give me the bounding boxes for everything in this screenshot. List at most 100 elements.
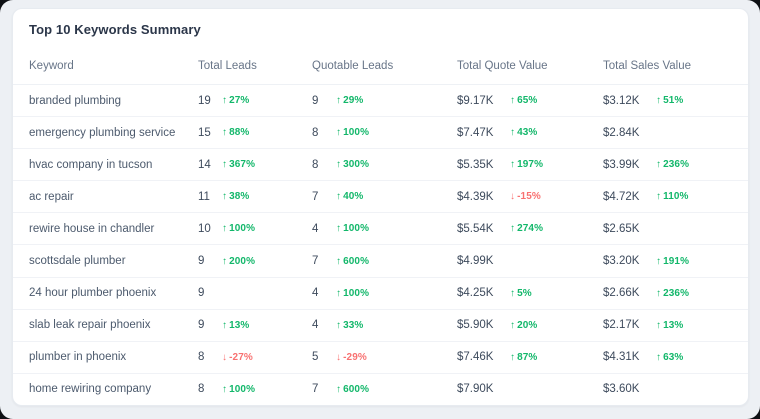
trend-percentage: 191% [663, 255, 690, 267]
total-leads-cell: 9 [198, 287, 312, 299]
table-row: branded plumbing 19 ↑ 27% 9 ↑ 29% $9.17K ↑ 65% $3.… [13, 85, 748, 118]
metric-value: $7.46K [457, 351, 494, 364]
keyword-cell: branded plumbing [29, 94, 122, 107]
trend-up-icon: ↑ [510, 223, 516, 235]
quotable-leads-cell: 7 ↑ 600% [312, 255, 457, 267]
table-row: rewire house in chandler 10 ↑ 100% 4 ↑ 100% $5.… [13, 213, 748, 246]
table-row: hvac company in tucson 14 ↑ 367% 8 ↑ 300% $5.35… [13, 149, 748, 182]
trend-delta: ↑ 100% [336, 288, 369, 299]
keyword-cell: hvac company in tucson [29, 158, 153, 171]
metric-value: $3.12K [603, 94, 640, 107]
trend-up-icon: ↑ [222, 255, 228, 267]
table-header-row: Keyword Total Leads Quotable Leads Total… [13, 37, 748, 85]
trend-delta: ↑ 100% [222, 223, 255, 234]
trend-delta: ↑ 27% [222, 95, 249, 106]
metric-value: 19 [198, 94, 211, 107]
trend-percentage: 367% [229, 159, 256, 171]
quotable-leads-cell: 5 ↓ -29% [312, 351, 457, 363]
trend-up-icon: ↑ [510, 95, 516, 107]
total-sales-value-cell: $3.20K ↑ 191% [603, 255, 732, 267]
total-quote-value-cell: $5.54K ↑ 274% [457, 223, 603, 235]
keyword-cell: scottsdale plumber [29, 255, 126, 268]
trend-percentage: 13% [229, 319, 250, 331]
metric-value: $7.47K [457, 126, 494, 139]
metric-value: 4 [312, 287, 319, 300]
metric-value: $2.84K [603, 126, 640, 139]
table-row: ac repair 11 ↑ 38% 7 ↑ 40% $4.39K ↓ -15% $4.72K ↑ 11… [13, 181, 748, 214]
quotable-leads-cell: 7 ↑ 40% [312, 191, 457, 203]
metric-value: 11 [198, 190, 210, 203]
trend-percentage: 197% [517, 159, 544, 171]
trend-up-icon: ↑ [336, 383, 342, 395]
trend-percentage: 43% [517, 127, 538, 139]
keyword-cell: 24 hour plumber phoenix [29, 287, 157, 300]
trend-delta: ↑ 51% [656, 95, 683, 106]
trend-up-icon: ↑ [510, 319, 516, 331]
trend-percentage: 236% [663, 159, 690, 171]
metric-value: 7 [312, 255, 319, 268]
total-leads-cell: 8 ↑ 100% [198, 383, 312, 395]
trend-up-icon: ↑ [656, 319, 662, 331]
keyword-cell: ac repair [29, 190, 74, 203]
card-title: Top 10 Keywords Summary [29, 22, 201, 37]
total-leads-cell: 11 ↑ 38% [198, 191, 312, 203]
trend-up-icon: ↑ [222, 191, 228, 203]
trend-up-icon: ↑ [336, 191, 342, 203]
metric-value: $2.17K [603, 319, 640, 332]
trend-percentage: 40% [343, 191, 364, 203]
trend-delta: ↑ 65% [510, 95, 537, 106]
metric-value: $3.60K [603, 383, 640, 396]
column-header-total-leads: Total Leads [198, 59, 257, 72]
trend-up-icon: ↑ [336, 95, 342, 107]
trend-delta: ↑ 600% [336, 384, 369, 395]
total-quote-value-cell: $9.17K ↑ 65% [457, 95, 603, 107]
column-header-total-quote-value: Total Quote Value [457, 59, 548, 72]
trend-percentage: 110% [663, 191, 689, 203]
trend-up-icon: ↑ [336, 223, 342, 235]
trend-delta: ↑ 38% [222, 191, 249, 202]
metric-value: $4.25K [457, 287, 494, 300]
trend-up-icon: ↑ [656, 95, 662, 107]
trend-delta: ↑ 87% [510, 352, 537, 363]
column-header-quotable-leads: Quotable Leads [312, 59, 394, 72]
keyword-cell: slab leak repair phoenix [29, 319, 151, 332]
trend-percentage: 5% [517, 287, 532, 299]
trend-percentage: 100% [343, 223, 370, 235]
trend-delta: ↑ 100% [336, 127, 369, 138]
trend-delta: ↑ 300% [336, 159, 369, 170]
total-sales-value-cell: $3.12K ↑ 51% [603, 95, 732, 107]
keyword-cell: plumber in phoenix [29, 351, 127, 364]
trend-percentage: -27% [229, 351, 253, 363]
trend-delta: ↑ 100% [222, 384, 255, 395]
trend-percentage: -29% [343, 351, 367, 363]
total-leads-cell: 9 ↑ 200% [198, 255, 312, 267]
table-row: home rewiring company 8 ↑ 100% 7 ↑ 600% $7.90K $… [13, 374, 748, 405]
metric-value: $4.99K [457, 255, 494, 268]
trend-delta: ↑ 197% [510, 159, 543, 170]
trend-up-icon: ↑ [656, 159, 662, 171]
trend-percentage: 200% [229, 255, 256, 267]
total-sales-value-cell: $3.99K ↑ 236% [603, 159, 732, 171]
trend-delta: ↑ 100% [336, 223, 369, 234]
trend-delta: ↑ 191% [656, 256, 689, 267]
trend-percentage: 274% [517, 223, 544, 235]
metric-value: 8 [312, 126, 319, 139]
metric-value: 7 [312, 190, 319, 203]
trend-percentage: 600% [343, 255, 370, 267]
metric-value: $3.99K [603, 158, 640, 171]
trend-delta: ↑ 33% [336, 320, 363, 331]
table-row: emergency plumbing service 15 ↑ 88% 8 ↑ 100% $7… [13, 117, 748, 150]
trend-percentage: 300% [343, 159, 370, 171]
trend-percentage: 100% [229, 223, 256, 235]
metric-value: 8 [312, 158, 319, 171]
metric-value: $4.39K [457, 190, 494, 203]
trend-percentage: 33% [343, 319, 364, 331]
metric-value: 9 [198, 255, 205, 268]
trend-delta: ↑ 29% [336, 95, 363, 106]
metric-value: 4 [312, 222, 319, 235]
total-sales-value-cell: $4.72K ↑ 110% [603, 191, 732, 203]
metric-value: 14 [198, 158, 211, 171]
quotable-leads-cell: 7 ↑ 600% [312, 383, 457, 395]
trend-percentage: 20% [517, 319, 538, 331]
